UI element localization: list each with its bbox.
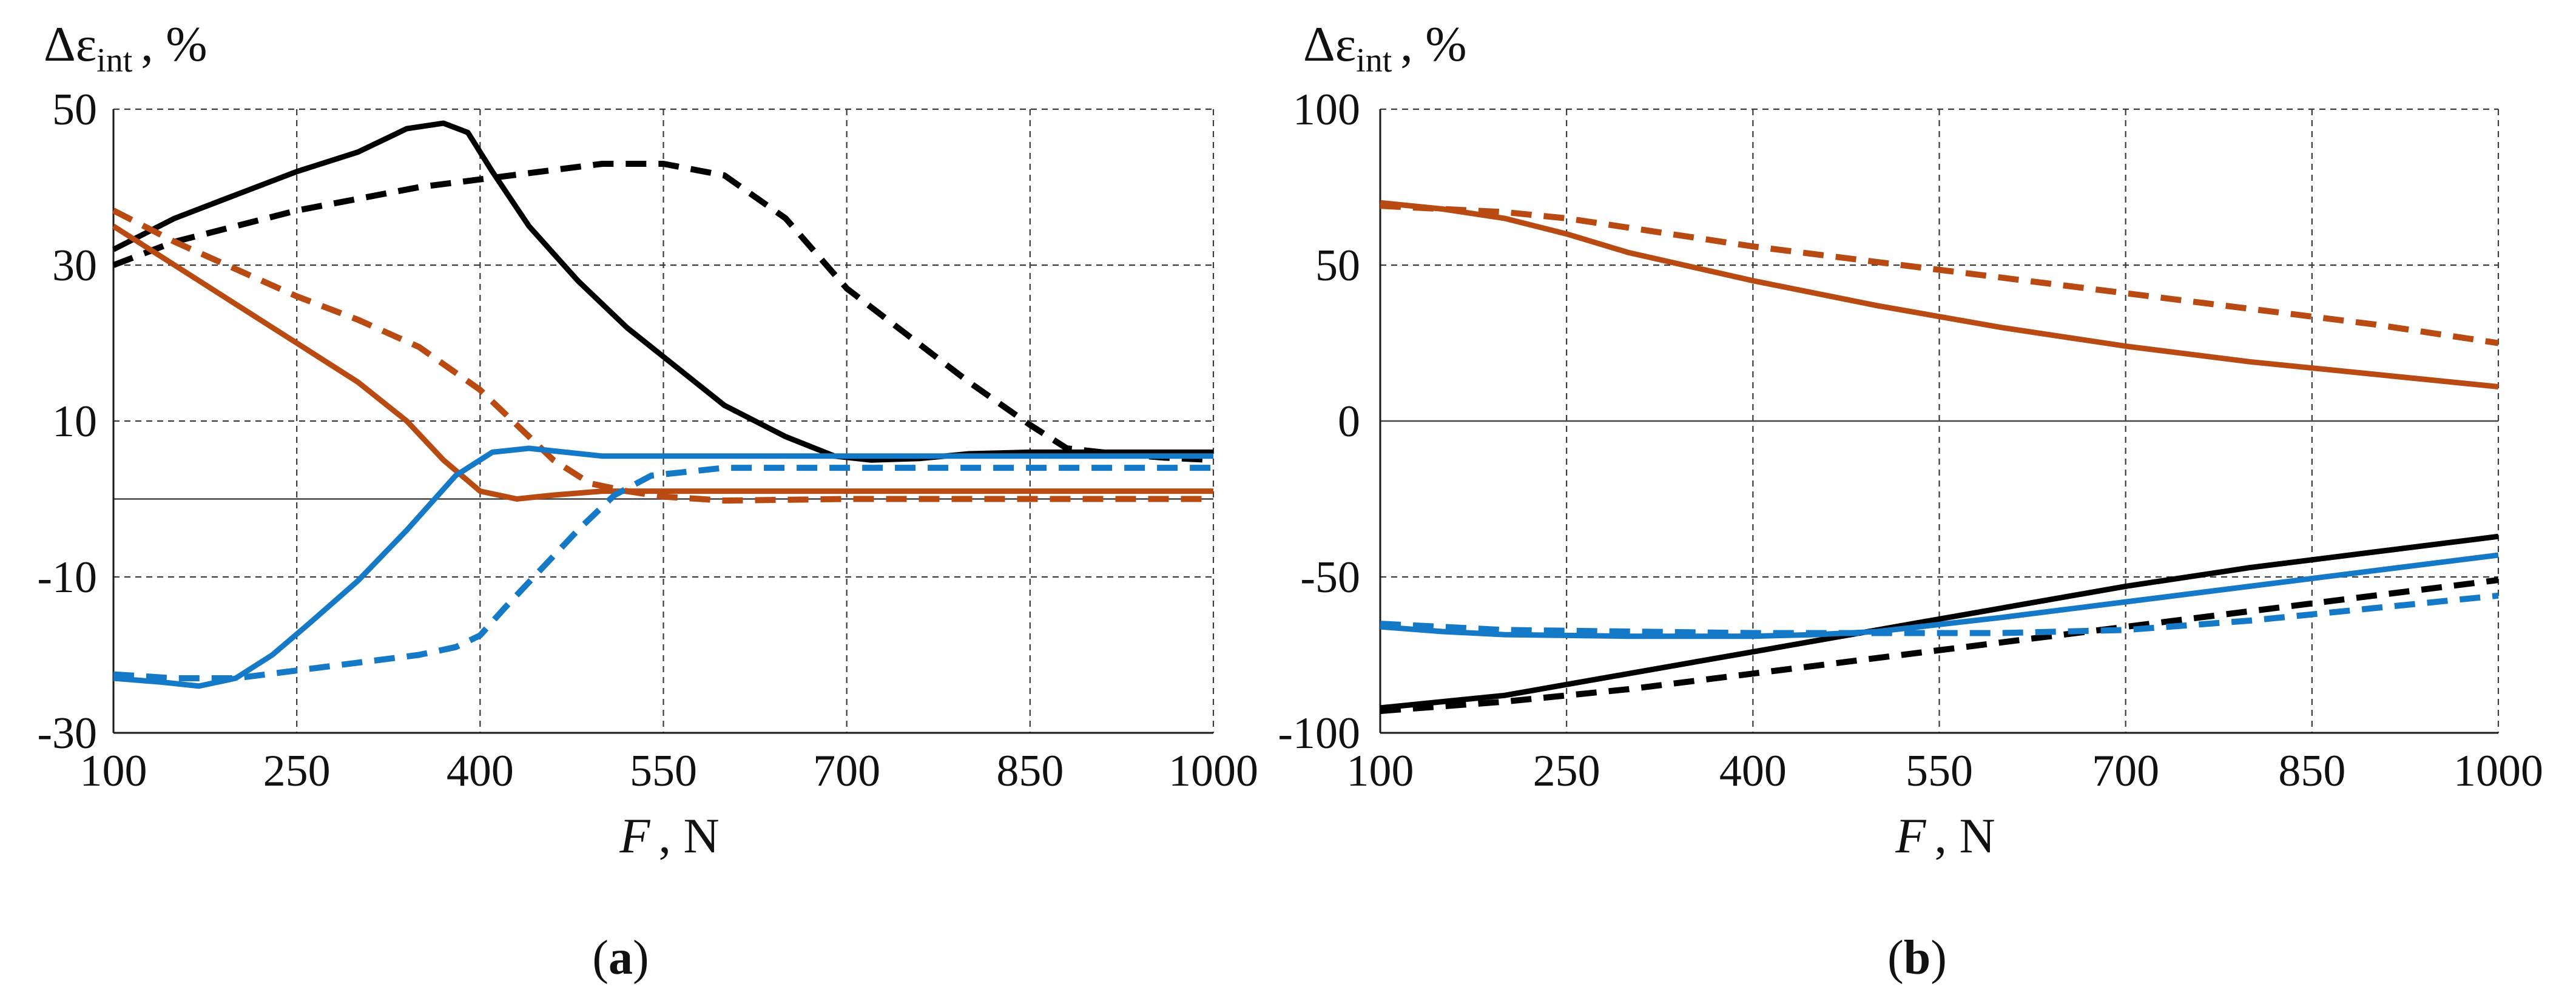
panel-label: (a) bbox=[592, 931, 649, 985]
x-tick-label: 1000 bbox=[1168, 746, 1258, 796]
chart-panel-b: 100 250 400 550 700 850 1000 -100 -50 0 50 100 Δεint… bbox=[1278, 16, 2543, 985]
x-tick-label: 1000 bbox=[2453, 746, 2543, 796]
series-line-orange-solid bbox=[1380, 200, 2499, 389]
x-tick-label: 850 bbox=[2278, 746, 2345, 796]
y-axis-unit: , % bbox=[141, 16, 207, 72]
x-tick-label: 550 bbox=[1906, 746, 1973, 796]
series-line-black-solid bbox=[1380, 533, 2499, 711]
series-line-black-dashed bbox=[1380, 577, 2499, 714]
x-axis-unit: , N bbox=[1934, 808, 1995, 863]
y-tick-label: -50 bbox=[1300, 553, 1360, 602]
series-line-orange-dashed bbox=[1380, 203, 2499, 346]
x-tick-label: 700 bbox=[813, 746, 880, 796]
y-axis-title: Δεint, % bbox=[1303, 16, 1467, 79]
panel-label: (b) bbox=[1887, 931, 1947, 985]
x-tick-label: 250 bbox=[1533, 746, 1600, 796]
y-axis-symbol: Δε bbox=[44, 16, 96, 72]
x-axis-title: F, N bbox=[1895, 808, 1995, 863]
x-tick-label: 700 bbox=[2092, 746, 2159, 796]
panel-label-letter: a bbox=[609, 931, 633, 985]
panel-label-open: ( bbox=[1887, 931, 1904, 985]
y-axis-unit: , % bbox=[1400, 16, 1466, 72]
y-tick-label: 10 bbox=[52, 397, 97, 447]
x-tick-label: 100 bbox=[1347, 746, 1414, 796]
y-tick-label: 50 bbox=[52, 85, 97, 135]
y-axis-subscript: int bbox=[96, 42, 133, 79]
y-tick-label: 100 bbox=[1293, 85, 1360, 135]
y-axis-subscript: int bbox=[1356, 42, 1392, 79]
panel-label-open: ( bbox=[592, 931, 609, 985]
y-tick-label: 50 bbox=[1315, 241, 1360, 291]
y-axis-symbol: Δε bbox=[1303, 16, 1356, 72]
series-line-blue-solid bbox=[113, 445, 1213, 689]
x-axis-symbol: F bbox=[1895, 808, 1926, 863]
y-axis-title: Δεint, % bbox=[44, 16, 207, 79]
x-tick-label: 100 bbox=[80, 746, 147, 796]
x-axis-unit: , N bbox=[658, 808, 719, 863]
x-tick-label: 250 bbox=[263, 746, 331, 796]
y-tick-label: 0 bbox=[1338, 397, 1360, 447]
y-tick-label: -100 bbox=[1278, 709, 1360, 758]
series-line-black-dashed bbox=[112, 161, 1214, 463]
x-tick-label: 400 bbox=[447, 746, 514, 796]
y-tick-label: -10 bbox=[37, 553, 97, 602]
panel-label-close: ) bbox=[633, 931, 649, 985]
panel-label-letter: b bbox=[1904, 931, 1931, 985]
y-tick-label: 30 bbox=[52, 241, 97, 291]
series-line-blue-dashed bbox=[113, 465, 1213, 681]
series-line-orange-solid bbox=[112, 224, 1213, 502]
x-tick-label: 850 bbox=[996, 746, 1064, 796]
x-axis-title: F, N bbox=[619, 808, 719, 863]
chart-root: 100 250 400 550 700 850 1000-30-10103050Δεint,… bbox=[37, 16, 2543, 985]
chart-panel-a: 100 250 400 550 700 850 1000 -30 -10 10 30 50 Δεint,… bbox=[37, 16, 1258, 985]
series-line-blue-dashed bbox=[1380, 592, 2499, 636]
y-tick-label: -30 bbox=[37, 709, 97, 758]
x-tick-label: 550 bbox=[630, 746, 697, 796]
x-tick-label: 400 bbox=[1719, 746, 1787, 796]
x-axis-symbol: F bbox=[619, 808, 650, 863]
panel-label-close: ) bbox=[1930, 931, 1947, 985]
series-line-orange-dashed bbox=[112, 207, 1213, 504]
series-line-black-solid bbox=[112, 120, 1213, 463]
